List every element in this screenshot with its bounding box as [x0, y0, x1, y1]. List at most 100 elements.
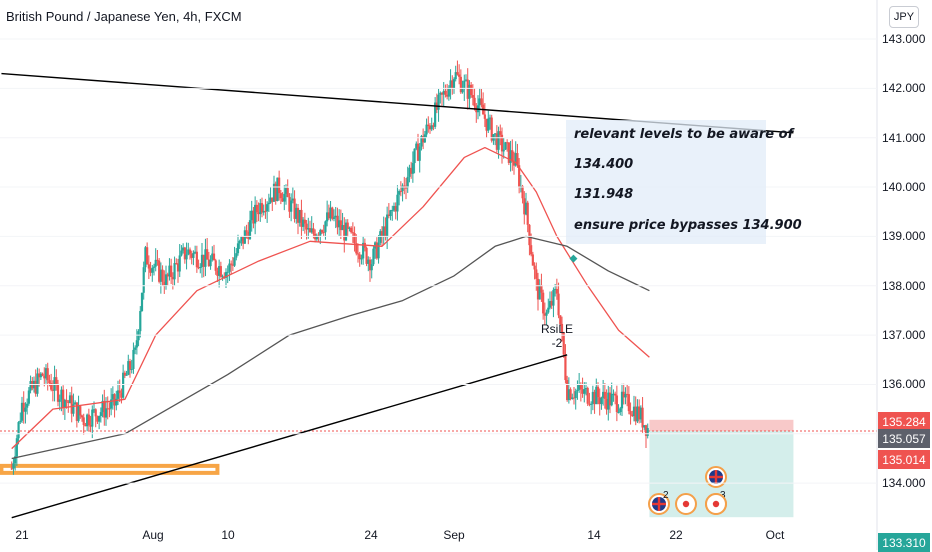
- candle-body: [75, 402, 78, 421]
- candle-body: [530, 245, 533, 255]
- candle-body: [24, 407, 27, 412]
- candle-body: [404, 187, 408, 189]
- candle-body: [312, 228, 315, 234]
- candle-body: [185, 254, 188, 260]
- candle-body: [104, 408, 108, 418]
- currency-button[interactable]: JPY: [889, 6, 919, 28]
- candle-body: [607, 392, 610, 410]
- candle-body: [500, 134, 504, 152]
- chart-title: British Pound / Japanese Yen, 4h, FXCM: [6, 9, 242, 24]
- candle-body: [612, 393, 615, 395]
- candle-body: [164, 274, 168, 287]
- candle-body: [284, 188, 288, 194]
- candle-body: [518, 165, 521, 187]
- candle-body: [151, 267, 154, 273]
- candle-body: [36, 373, 39, 394]
- rsile-value: -2: [551, 336, 563, 350]
- candle-body: [562, 332, 565, 355]
- flag-sun: [682, 500, 690, 508]
- candle-body: [488, 117, 492, 119]
- y-tick-label: 139.000: [882, 229, 926, 243]
- y-tick-label: 141.000: [882, 131, 926, 145]
- candle-body: [332, 217, 336, 219]
- candle-body: [578, 384, 581, 390]
- candle-body: [355, 243, 358, 254]
- jp-flag-icon: [705, 493, 727, 515]
- candle-body: [531, 254, 534, 266]
- candle-body: [408, 167, 411, 177]
- candle-body: [519, 185, 522, 187]
- candle-body: [86, 414, 89, 427]
- candle-body: [20, 402, 24, 421]
- candle-body: [468, 84, 471, 99]
- candle-body: [235, 253, 238, 258]
- annotation-line: relevant levels to be aware of: [574, 127, 794, 142]
- candle-body: [602, 391, 605, 398]
- candle-body: [644, 425, 648, 436]
- candle-body: [447, 87, 450, 97]
- candle-body: [444, 90, 447, 95]
- candle-body: [600, 397, 603, 405]
- candle-body: [206, 249, 209, 260]
- candle-body: [391, 209, 394, 211]
- candle-body: [415, 143, 418, 149]
- candle-body: [423, 134, 426, 143]
- candle-body: [346, 222, 349, 229]
- candle-body: [626, 393, 629, 395]
- candle-body: [379, 231, 382, 243]
- candle-body: [65, 399, 68, 402]
- candle-body: [641, 407, 644, 428]
- candle-body: [579, 384, 582, 390]
- candle-body: [557, 293, 560, 316]
- price-tag-stop: 135.284: [878, 412, 930, 431]
- candle-body: [327, 212, 330, 219]
- flag-cross: [714, 470, 718, 484]
- candle-body: [230, 263, 233, 265]
- candle-body: [216, 270, 219, 276]
- candle-body: [466, 79, 469, 99]
- x-tick-label: Oct: [765, 528, 785, 542]
- candle-body: [302, 219, 305, 227]
- candle-body: [56, 383, 60, 402]
- candle-body: [552, 289, 555, 306]
- y-tick-label: 143.000: [882, 32, 926, 46]
- candle-body: [238, 240, 241, 244]
- candle-body: [588, 403, 591, 405]
- candle-body: [367, 259, 370, 264]
- candle-body: [152, 266, 156, 268]
- candle-body: [471, 95, 474, 98]
- candle-body: [137, 331, 140, 341]
- candle-body: [192, 252, 195, 258]
- candle-body: [396, 194, 399, 212]
- candle-body: [428, 126, 432, 130]
- candle-body: [526, 202, 529, 225]
- candle-body: [583, 389, 586, 394]
- candle-body: [123, 372, 126, 376]
- candle-body: [461, 89, 464, 93]
- candle-body: [535, 269, 538, 279]
- candle-body: [154, 259, 157, 267]
- annotation-box[interactable]: relevant levels to be aware of 134.400 1…: [566, 120, 802, 244]
- candle-body: [550, 301, 553, 306]
- flag-cross: [657, 497, 661, 511]
- signal-marker: [569, 254, 578, 263]
- candle-body: [60, 389, 63, 400]
- candle-body: [584, 388, 588, 390]
- candle-body: [338, 220, 341, 228]
- x-tick-label: Aug: [142, 528, 164, 542]
- candle-body: [382, 226, 385, 237]
- candle-body: [536, 278, 540, 300]
- candle-body: [401, 185, 404, 192]
- candle-body: [26, 403, 29, 408]
- candle-body: [533, 265, 536, 270]
- candle-body: [386, 214, 389, 238]
- candle-body: [629, 411, 632, 415]
- candle-body: [567, 389, 570, 401]
- candle-body: [548, 301, 552, 308]
- candle-body: [62, 389, 65, 408]
- candle-body: [236, 243, 240, 254]
- candle-body: [99, 412, 102, 416]
- candle-body: [260, 203, 264, 213]
- candle-body: [456, 72, 459, 75]
